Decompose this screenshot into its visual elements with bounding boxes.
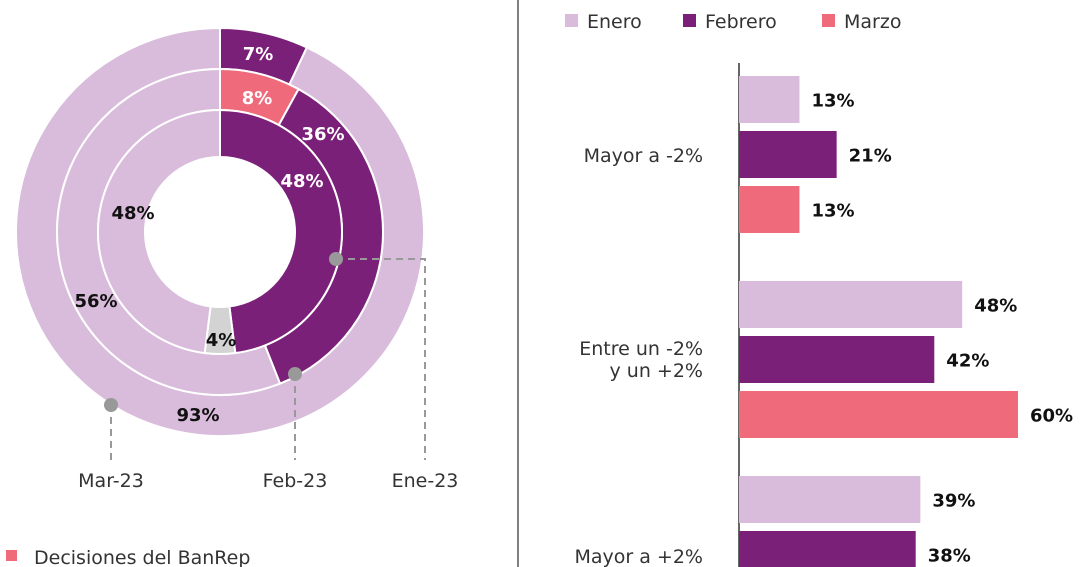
bar-value-label: 13% bbox=[811, 91, 854, 112]
leader-dot bbox=[104, 398, 118, 412]
category-label: Entre un -2% bbox=[579, 338, 703, 360]
donut-slice-label: 4% bbox=[206, 330, 237, 351]
legend-swatch-febrero bbox=[683, 14, 696, 27]
donut-slice-label: 7% bbox=[243, 44, 274, 65]
ring-label: Mar-23 bbox=[78, 470, 144, 492]
bar-value-label: 21% bbox=[849, 146, 892, 167]
bar-value-label: 42% bbox=[946, 351, 989, 372]
bar-enero bbox=[739, 281, 963, 328]
bar-febrero bbox=[739, 531, 916, 567]
donut-slice-label: 56% bbox=[74, 291, 117, 312]
ring-label: Ene-23 bbox=[392, 470, 459, 492]
donut-slice-Ene-23-0 bbox=[219, 108, 343, 355]
legend-label-febrero: Febrero bbox=[705, 11, 777, 33]
bar-marzo bbox=[739, 186, 800, 233]
legend-label-marzo: Marzo bbox=[844, 11, 901, 33]
donut-slice-label: 8% bbox=[242, 88, 273, 109]
bar-febrero bbox=[739, 336, 935, 383]
bar-value-label: 60% bbox=[1030, 406, 1073, 427]
donut-slice-label: 36% bbox=[301, 124, 344, 145]
category-label: Mayor a -2% bbox=[584, 145, 703, 167]
leader-dot bbox=[288, 367, 302, 381]
donut-slice-label: 93% bbox=[176, 405, 219, 426]
bar-value-label: 13% bbox=[811, 201, 854, 222]
leader-line bbox=[336, 258, 426, 460]
legend-swatch bbox=[6, 550, 17, 561]
legend-swatch-enero bbox=[565, 14, 578, 27]
legend-label: Decisiones del BanRep bbox=[34, 547, 250, 567]
bar-febrero bbox=[739, 131, 837, 178]
legend-label-enero: Enero bbox=[587, 11, 642, 33]
leader-dot bbox=[329, 252, 343, 266]
category-label: y un +2% bbox=[610, 360, 703, 382]
donut-slice-Ene-23-2 bbox=[97, 108, 221, 355]
ring-label: Feb-23 bbox=[263, 470, 328, 492]
bar-value-label: 39% bbox=[932, 491, 975, 512]
category-label: Mayor a +2% bbox=[574, 546, 703, 567]
bar-enero bbox=[739, 476, 921, 523]
legend-swatch-marzo bbox=[822, 14, 835, 27]
donut-slice-label: 48% bbox=[280, 171, 323, 192]
bar-value-label: 38% bbox=[928, 546, 971, 567]
bar-marzo bbox=[739, 391, 1018, 438]
bar-value-label: 48% bbox=[974, 296, 1017, 317]
donut-slice-label: 48% bbox=[111, 203, 154, 224]
bar-enero bbox=[739, 76, 800, 123]
